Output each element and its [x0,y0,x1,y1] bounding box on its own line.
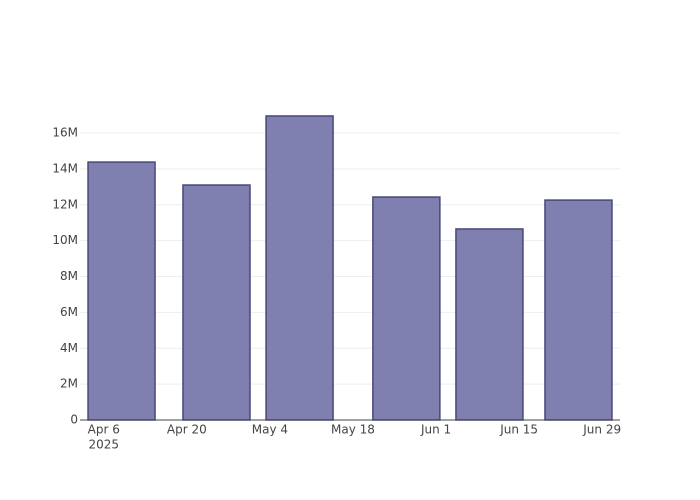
bar [87,161,156,421]
bar [544,199,613,421]
bar [372,196,441,421]
x-tick-label: Jun 29 [582,423,621,437]
x-tick-label: Apr 20 [167,423,207,437]
bar [182,184,251,421]
y-tick-label: 10M [52,233,78,247]
x-tick-label: Jun 15 [499,423,538,437]
y-tick-label: 14M [52,161,78,175]
y-tick-label: 2M [60,377,78,391]
x-tick-label: Apr 6 [88,423,120,437]
y-tick-label: 6M [60,305,78,319]
y-tick-label: 16M [52,126,78,140]
y-tick-label: 4M [60,341,78,355]
x-tick-label: May 18 [331,423,375,437]
x-tick-label: May 4 [252,423,288,437]
x-tick-label: Jun 1 [420,423,451,437]
y-tick-label: 12M [52,197,78,211]
bar [265,115,334,421]
y-tick-label: 8M [60,269,78,283]
x-tick-sublabel: 2025 [88,438,119,452]
y-tick-label: 0 [70,413,78,427]
bar [455,228,524,421]
